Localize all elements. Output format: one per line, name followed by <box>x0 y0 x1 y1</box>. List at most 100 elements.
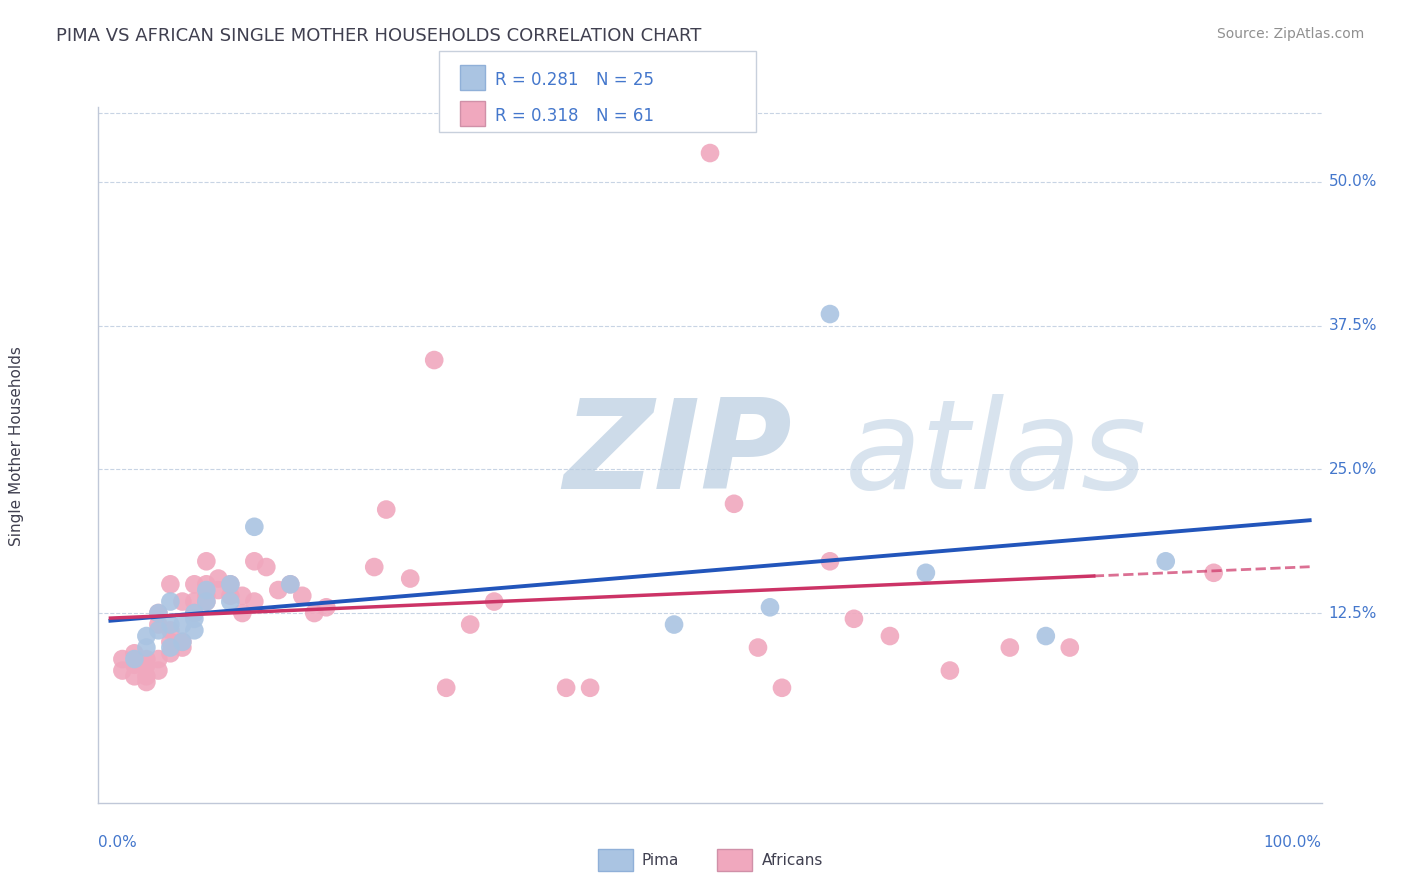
Point <box>699 146 721 161</box>
Point <box>159 635 181 649</box>
Point <box>555 681 578 695</box>
Point <box>195 594 218 608</box>
Point <box>207 572 229 586</box>
Point <box>183 624 205 638</box>
Point <box>579 681 602 695</box>
Point <box>124 652 146 666</box>
Point <box>183 606 205 620</box>
Point <box>818 307 841 321</box>
Point <box>1202 566 1225 580</box>
Point <box>159 577 181 591</box>
Point <box>159 646 181 660</box>
Point <box>172 640 194 655</box>
Point <box>770 681 793 695</box>
Point <box>662 617 685 632</box>
Point <box>723 497 745 511</box>
Text: 25.0%: 25.0% <box>1329 462 1376 477</box>
Point <box>423 353 446 368</box>
Point <box>159 594 181 608</box>
Point <box>231 589 253 603</box>
Point <box>998 640 1021 655</box>
Point <box>172 594 194 608</box>
Point <box>124 646 146 660</box>
Point <box>195 554 218 568</box>
Point <box>148 606 170 620</box>
Point <box>195 594 218 608</box>
Point <box>135 629 157 643</box>
Point <box>219 577 242 591</box>
Text: R = 0.318: R = 0.318 <box>495 107 578 125</box>
Text: 37.5%: 37.5% <box>1329 318 1376 333</box>
Point <box>915 566 938 580</box>
Point <box>842 612 865 626</box>
Point <box>183 612 205 626</box>
Point <box>458 617 481 632</box>
Point <box>434 681 457 695</box>
Point <box>183 577 205 591</box>
Text: N = 25: N = 25 <box>596 71 654 89</box>
Point <box>159 640 181 655</box>
Text: Single Mother Households: Single Mother Households <box>10 346 24 546</box>
Point <box>375 502 398 516</box>
Text: Pima: Pima <box>641 854 679 868</box>
Point <box>243 520 266 534</box>
Point <box>219 589 242 603</box>
Point <box>363 560 385 574</box>
Point <box>254 560 277 574</box>
Point <box>243 594 266 608</box>
Text: atlas: atlas <box>845 394 1147 516</box>
Point <box>183 606 205 620</box>
Point <box>172 617 194 632</box>
Point <box>399 572 422 586</box>
Point <box>148 617 170 632</box>
Point <box>304 606 326 620</box>
Point <box>148 624 170 638</box>
Text: Africans: Africans <box>762 854 824 868</box>
Text: N = 61: N = 61 <box>596 107 654 125</box>
Point <box>148 664 170 678</box>
Text: 0.0%: 0.0% <box>98 836 138 850</box>
Point <box>939 664 962 678</box>
Point <box>818 554 841 568</box>
Text: 100.0%: 100.0% <box>1264 836 1322 850</box>
Point <box>135 640 157 655</box>
Text: PIMA VS AFRICAN SINGLE MOTHER HOUSEHOLDS CORRELATION CHART: PIMA VS AFRICAN SINGLE MOTHER HOUSEHOLDS… <box>56 27 702 45</box>
Point <box>231 606 253 620</box>
Text: 50.0%: 50.0% <box>1329 174 1376 189</box>
Point <box>278 577 301 591</box>
Point <box>879 629 901 643</box>
Point <box>219 577 242 591</box>
Point <box>135 675 157 690</box>
Point <box>482 594 505 608</box>
Point <box>291 589 314 603</box>
Point <box>267 582 290 597</box>
Point <box>148 652 170 666</box>
Point <box>172 635 194 649</box>
Point <box>1154 554 1177 568</box>
Point <box>195 577 218 591</box>
Point <box>243 554 266 568</box>
Point <box>315 600 337 615</box>
Point <box>278 577 301 591</box>
Point <box>124 669 146 683</box>
Point <box>159 617 181 632</box>
Point <box>111 664 134 678</box>
Text: 12.5%: 12.5% <box>1329 606 1376 621</box>
Point <box>1035 629 1057 643</box>
Point <box>172 635 194 649</box>
Point <box>219 594 242 608</box>
Point <box>111 652 134 666</box>
Point <box>207 582 229 597</box>
Point <box>135 652 157 666</box>
Point <box>195 582 218 597</box>
Point <box>759 600 782 615</box>
Point <box>124 657 146 672</box>
Point <box>135 657 157 672</box>
Text: Source: ZipAtlas.com: Source: ZipAtlas.com <box>1216 27 1364 41</box>
Point <box>747 640 769 655</box>
Point <box>1059 640 1081 655</box>
Point <box>148 606 170 620</box>
Text: ZIP: ZIP <box>564 394 792 516</box>
Point <box>195 589 218 603</box>
Point <box>135 669 157 683</box>
